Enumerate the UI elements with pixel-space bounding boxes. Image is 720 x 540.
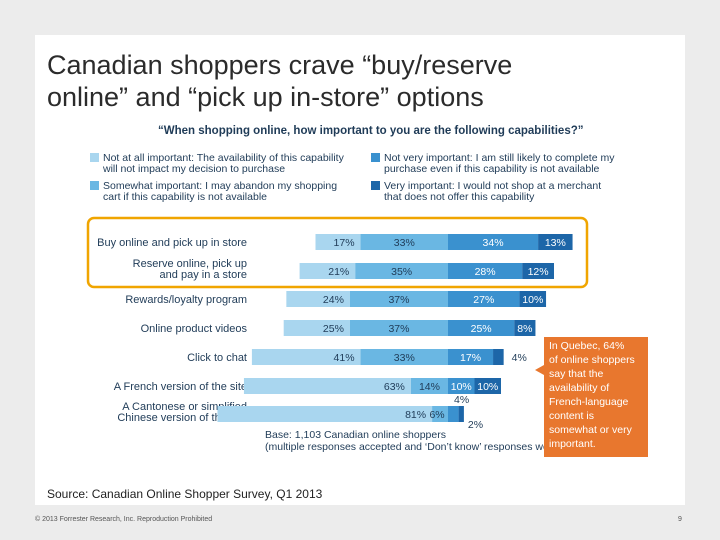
value-label: 27% [473,294,494,306]
bar-segment [493,349,504,365]
value-label: 37% [388,294,409,306]
bar-segment [432,406,448,422]
bar-segment [217,406,433,422]
category-label: Buy online and pick up in store [97,237,247,249]
bar-segment [243,378,411,394]
value-label: 28% [475,266,496,278]
bar-segment [448,291,520,307]
callout-box [544,337,648,457]
category-label: Reserve online, pick up [133,258,247,270]
bar-segment [360,234,448,250]
callout-text: In Quebec, 64% [549,340,624,352]
bar-segment [448,234,539,250]
value-label: 24% [323,294,344,306]
legend-swatch [371,153,380,162]
bar-segment [458,406,464,422]
source-note: Source: Canadian Online Shopper Survey, … [47,487,323,501]
legend-label: Not very important: I am still likely to… [384,152,615,164]
bar-segment [522,263,554,279]
legend-swatch [90,181,99,190]
value-label: 6% [429,409,444,421]
value-label: 25% [323,323,344,335]
base-note: Base: 1,103 Canadian online shoppers [265,429,446,441]
value-label: 34% [483,237,504,249]
bar-segment [349,320,448,336]
legend-label: cart if this capability is not available [103,191,267,203]
category-label: Chinese version of the site [117,412,247,424]
value-label: 21% [328,266,349,278]
category-label: and pay in a store [160,269,247,281]
legend-label: that does not offer this capability [384,191,535,203]
category-label: Rewards/loyalty program [125,294,247,306]
callout-text: content is [549,410,594,422]
category-label: Online product videos [141,323,248,335]
callout-text: French-language [549,396,629,408]
bar-segment [355,263,448,279]
question-title: “When shopping online, how important to … [158,125,584,137]
bar-segment [448,263,523,279]
bar-segment [410,378,448,394]
value-label: 10% [451,381,472,393]
category-label: A Cantonese or simplified [122,401,247,413]
value-label: 41% [334,352,355,364]
category-label: Click to chat [187,352,247,364]
value-label: 35% [391,266,412,278]
callout-text: important. [549,438,596,450]
value-label: 4% [454,394,469,406]
bar-segment [519,291,547,307]
stacked-bar-chart: “When shopping online, how important to … [86,125,648,457]
bar-segment [448,378,475,394]
legend-label: Very important: I would not shop at a me… [384,180,601,192]
callout-text: availability of [549,382,609,394]
value-label: 10% [477,381,498,393]
value-label: 17% [460,352,481,364]
legend-label: Somewhat important: I may abandon my sho… [103,180,337,192]
bar-segment [251,349,361,365]
slide-title-line-2: online” and “pick up in-store” options [47,82,484,112]
slide-title: Canadian shoppers crave “buy/reserve onl… [47,49,677,113]
value-label: 25% [471,323,492,335]
callout-text: say that the [549,368,603,380]
bar-segment [474,378,501,394]
value-label: 17% [334,237,355,249]
legend-label: purchase even if this capability is not … [384,163,600,175]
callout-text: somewhat or very [549,424,633,436]
bar-segment [349,291,448,307]
bar-segment [315,234,361,250]
bar-segment [538,234,573,250]
legend-swatch [371,181,380,190]
value-label: 2% [468,419,483,431]
value-label: 8% [517,323,532,335]
value-label: 37% [388,323,409,335]
value-label: 33% [394,352,415,364]
bar-segment [448,406,459,422]
value-label: 81% [405,409,426,421]
bar-segment [514,320,536,336]
value-label: 4% [512,352,527,364]
value-label: 13% [545,237,566,249]
slide-title-line-1: Canadian shoppers crave “buy/reserve [47,50,513,80]
value-label: 10% [522,294,543,306]
slide: Canadian shoppers crave “buy/reserve onl… [35,35,685,505]
copyright-note: © 2013 Forrester Research, Inc. Reproduc… [35,516,213,523]
bar-segment [448,349,494,365]
bar-segment [448,320,515,336]
bar-segment [283,320,350,336]
bar-segment [286,291,350,307]
legend-label: will not impact my decision to purchase [102,163,285,175]
value-label: 14% [419,381,440,393]
bar-segment [360,349,448,365]
callout-text: of online shoppers [549,354,635,366]
highlight-box [86,216,589,289]
bar-segment [299,263,356,279]
page-number: 9 [678,516,682,523]
base-note: (multiple responses accepted and ‘Don’t … [265,441,605,453]
value-label: 33% [394,237,415,249]
legend-label: Not at all important: The availability o… [103,152,345,164]
category-label: A French version of the site [114,381,247,393]
callout-pointer [535,365,544,375]
value-label: 12% [528,266,549,278]
legend-swatch [90,153,99,162]
value-label: 63% [384,381,405,393]
